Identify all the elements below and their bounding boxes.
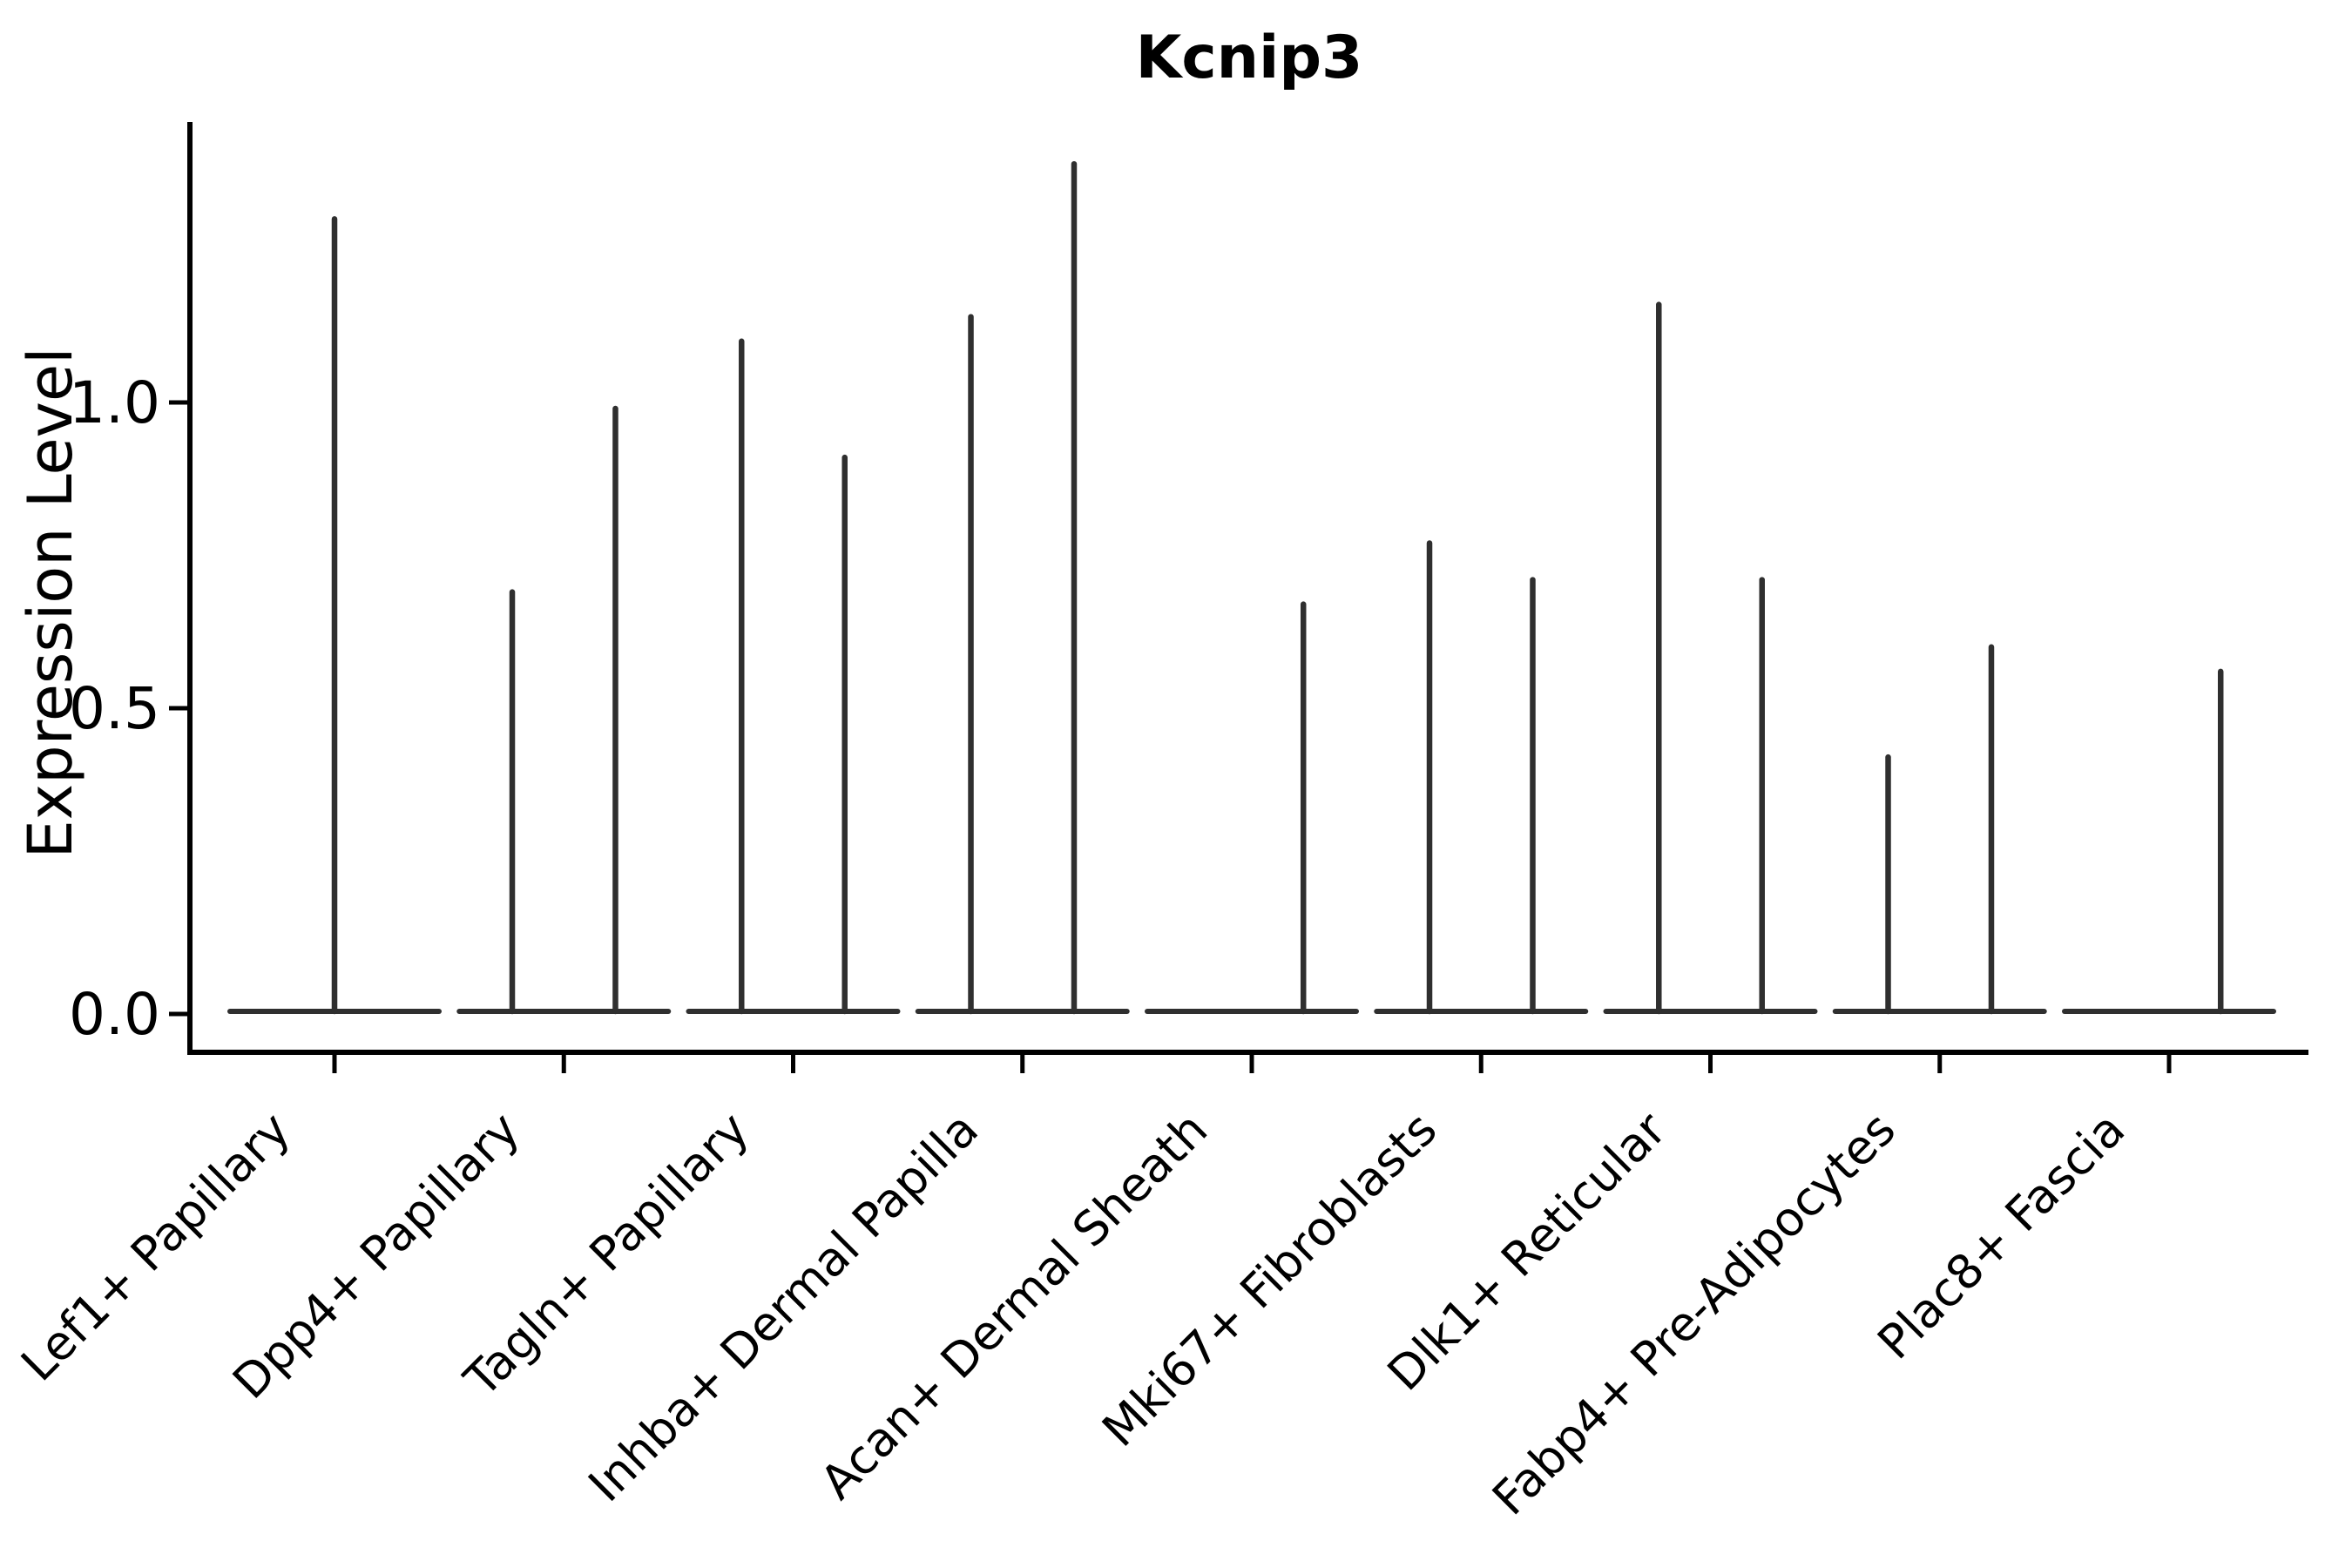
y-axis-tick-label: 0.5 bbox=[69, 675, 160, 742]
x-axis-tick-label: Plac8+ Fascia bbox=[1867, 1102, 2135, 1370]
x-axis-tick-label: Inhba+ Dermal Papilla bbox=[578, 1102, 989, 1512]
y-axis-tick-label: 1.0 bbox=[69, 369, 160, 436]
chart-title: Kcnip3 bbox=[1135, 24, 1363, 92]
y-axis-label: Expression Level bbox=[15, 347, 86, 859]
x-axis-tick-label: Acan+ Dermal Sheath bbox=[810, 1102, 1218, 1510]
x-axis-tick-label: Fabp4+ Pre-Adipocytes bbox=[1482, 1102, 1906, 1526]
y-axis-tick-label: 0.0 bbox=[69, 981, 160, 1048]
